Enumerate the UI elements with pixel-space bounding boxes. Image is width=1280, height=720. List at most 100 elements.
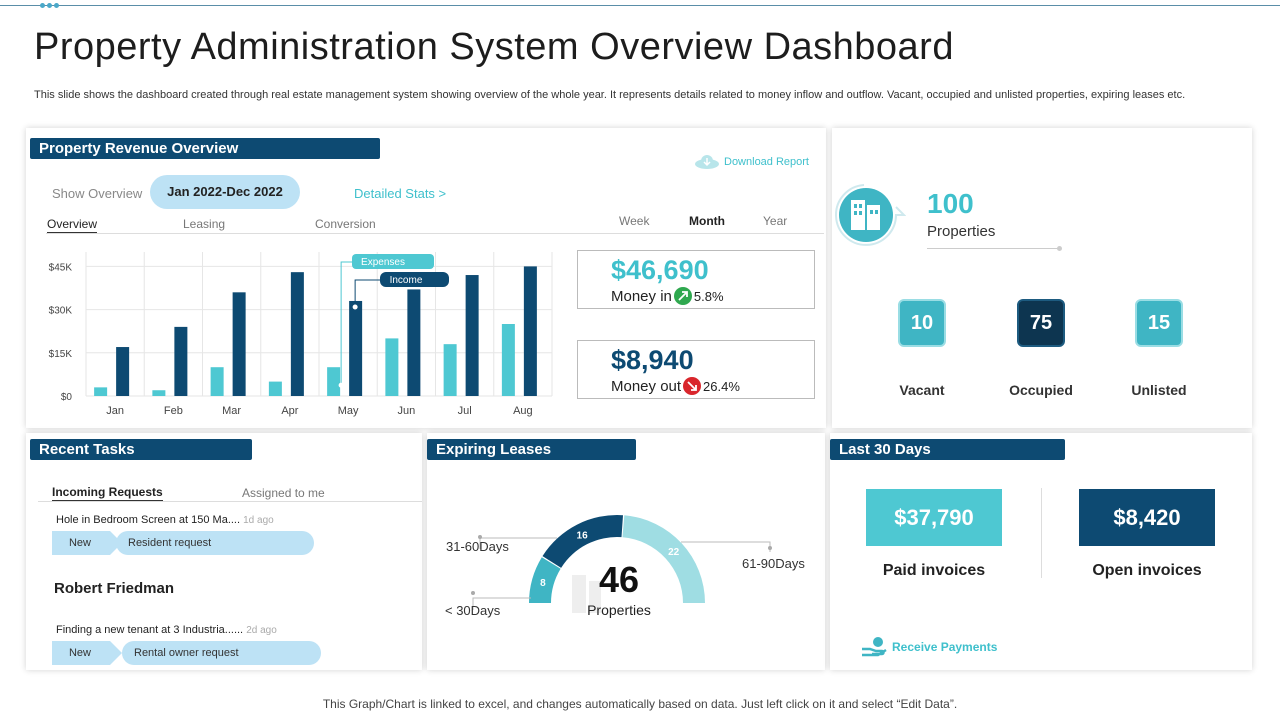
gauge-segment-value: 16 bbox=[577, 530, 589, 541]
bar-income-may[interactable] bbox=[349, 300, 363, 396]
y-tick-label: $15K bbox=[49, 349, 73, 360]
task-description: Finding a new tenant at 3 Industria.....… bbox=[56, 624, 244, 636]
bar-income-feb[interactable] bbox=[174, 326, 188, 396]
bar-expenses-apr[interactable] bbox=[268, 381, 282, 396]
bar-expenses-mar[interactable] bbox=[210, 367, 224, 396]
paid-invoices-value: $37,790 bbox=[866, 489, 1002, 546]
legend-dot-expenses bbox=[338, 382, 344, 388]
y-tick-label: $30K bbox=[49, 306, 73, 317]
watermark-building bbox=[589, 581, 601, 613]
properties-underline-dot bbox=[1057, 246, 1062, 251]
money-out-card: $8,940 Money out 26.4% bbox=[577, 340, 815, 399]
tasks-divider bbox=[38, 501, 422, 502]
bar-expenses-jan[interactable] bbox=[94, 387, 108, 396]
bar-expenses-jul[interactable] bbox=[443, 344, 457, 396]
period-week[interactable]: Week bbox=[619, 214, 650, 228]
show-overview-label: Show Overview bbox=[52, 186, 143, 201]
gauge-segment[interactable] bbox=[529, 557, 561, 603]
page-footer: This Graph/Chart is linked to excel, and… bbox=[322, 697, 958, 711]
legend-income bbox=[380, 272, 449, 287]
occupied-label: Occupied bbox=[1009, 382, 1073, 398]
leader-dot bbox=[478, 535, 482, 539]
bar-income-jul[interactable] bbox=[465, 275, 479, 396]
top-rule bbox=[0, 5, 1280, 6]
last30-title: Last 30 Days bbox=[830, 439, 1065, 460]
task-status-badge[interactable] bbox=[52, 531, 122, 555]
tab-assigned-to-me[interactable]: Assigned to me bbox=[242, 486, 325, 500]
task-status-label: New bbox=[68, 537, 91, 549]
tab-incoming-requests[interactable]: Incoming Requests bbox=[52, 485, 163, 502]
x-tick-label: May bbox=[338, 405, 359, 417]
chart-legend: Expenses Income bbox=[338, 254, 449, 388]
task-status-label: New bbox=[68, 647, 91, 659]
x-tick-label: Jan bbox=[106, 405, 124, 417]
period-year[interactable]: Year bbox=[763, 214, 788, 228]
bar-expenses-feb[interactable] bbox=[152, 390, 166, 396]
watermark-building bbox=[572, 575, 586, 613]
leader-dot bbox=[768, 546, 772, 550]
arrow-up-icon bbox=[673, 287, 692, 305]
occupied-count: 75 bbox=[1017, 299, 1065, 347]
money-in-value: $46,690 bbox=[611, 255, 709, 285]
leases-title: Expiring Leases bbox=[427, 439, 636, 460]
gauge-segment[interactable] bbox=[622, 515, 705, 603]
legend-expenses bbox=[352, 254, 434, 269]
unlisted-count: 15 bbox=[1135, 299, 1183, 347]
leader-line bbox=[681, 541, 771, 552]
chart-grid bbox=[85, 252, 553, 397]
gauge-segment-value: 22 bbox=[668, 547, 680, 558]
money-out-value: $8,940 bbox=[611, 345, 694, 375]
legend-expenses-label: Expenses bbox=[361, 257, 405, 268]
period-month[interactable]: Month bbox=[689, 214, 725, 228]
money-in-pct: 5.8% bbox=[693, 288, 724, 304]
leases-total: 46 bbox=[598, 559, 640, 600]
vacant-label: Vacant bbox=[899, 382, 945, 398]
tab-overview[interactable]: Overview bbox=[47, 217, 98, 234]
last30-divider bbox=[1041, 488, 1042, 578]
bar-income-apr[interactable] bbox=[290, 272, 304, 396]
revenue-chart: $0 $15K $30K $45K Jan Feb Mar Apr May Jun Jul Aug Ex… bbox=[49, 252, 553, 417]
receive-payments-link[interactable]: Receive Payments bbox=[860, 637, 997, 657]
y-tick-label: $45K bbox=[49, 262, 73, 273]
task-status-badge[interactable] bbox=[52, 641, 122, 665]
leader-dot bbox=[471, 591, 475, 595]
detailed-stats-link[interactable]: Detailed Stats > bbox=[354, 186, 447, 201]
download-report-link[interactable]: Download Report bbox=[694, 155, 809, 169]
task-description: Hole in Bedroom Screen at 150 Ma.... bbox=[56, 514, 241, 526]
bar-income-aug[interactable] bbox=[523, 266, 537, 396]
task-type-pill[interactable]: Resident request bbox=[116, 531, 314, 555]
x-tick-label: Jun bbox=[398, 405, 416, 417]
money-in-row: Money in 5.8% bbox=[611, 287, 724, 305]
bar-income-mar[interactable] bbox=[232, 292, 246, 396]
bar-expenses-may[interactable] bbox=[327, 367, 341, 396]
properties-total: 100 bbox=[927, 188, 974, 219]
download-report-label: Download Report bbox=[724, 156, 809, 168]
x-tick-label: Apr bbox=[281, 405, 298, 417]
gauge-segment[interactable] bbox=[542, 515, 624, 568]
task-time: 2d ago bbox=[246, 625, 277, 636]
bar-expenses-jun[interactable] bbox=[385, 338, 399, 396]
money-out-row: Money out 26.4% bbox=[611, 377, 740, 395]
lease-label-90: 61-90Days bbox=[742, 556, 805, 571]
date-range-pill[interactable]: Jan 2022-Dec 2022 bbox=[150, 175, 300, 209]
money-in-label: Money in bbox=[611, 287, 672, 305]
open-invoices-label: Open invoices bbox=[1092, 562, 1202, 579]
properties-panel: 100 Properties 10 Vacant 75 Occupied 15 … bbox=[832, 128, 1252, 428]
leases-total-label: Properties bbox=[587, 602, 651, 618]
leases-panel: Expiring Leases 8 16 22 < 30Days 31-60Days 61… bbox=[427, 433, 825, 670]
revenue-title: Property Revenue Overview bbox=[30, 138, 380, 159]
cloud-download-icon bbox=[695, 155, 719, 169]
arrow-down-icon bbox=[683, 377, 702, 395]
tab-conversion[interactable]: Conversion bbox=[315, 217, 376, 231]
tab-leasing[interactable]: Leasing bbox=[183, 217, 226, 231]
properties-total-label: Properties bbox=[927, 223, 996, 240]
money-in-card: $46,690 Money in 5.8% bbox=[577, 250, 815, 309]
task-type-pill[interactable]: Rental owner request bbox=[122, 641, 321, 665]
building-icon bbox=[835, 184, 906, 246]
bar-income-jan[interactable] bbox=[116, 347, 130, 396]
revenue-panel: Property Revenue Overview Download Repor… bbox=[26, 128, 826, 428]
bar-expenses-aug[interactable] bbox=[501, 324, 515, 396]
bar-income-jun[interactable] bbox=[407, 289, 421, 396]
tasks-panel: Recent Tasks Incoming Requests Assigned … bbox=[26, 433, 422, 670]
slide-dots bbox=[40, 3, 59, 8]
